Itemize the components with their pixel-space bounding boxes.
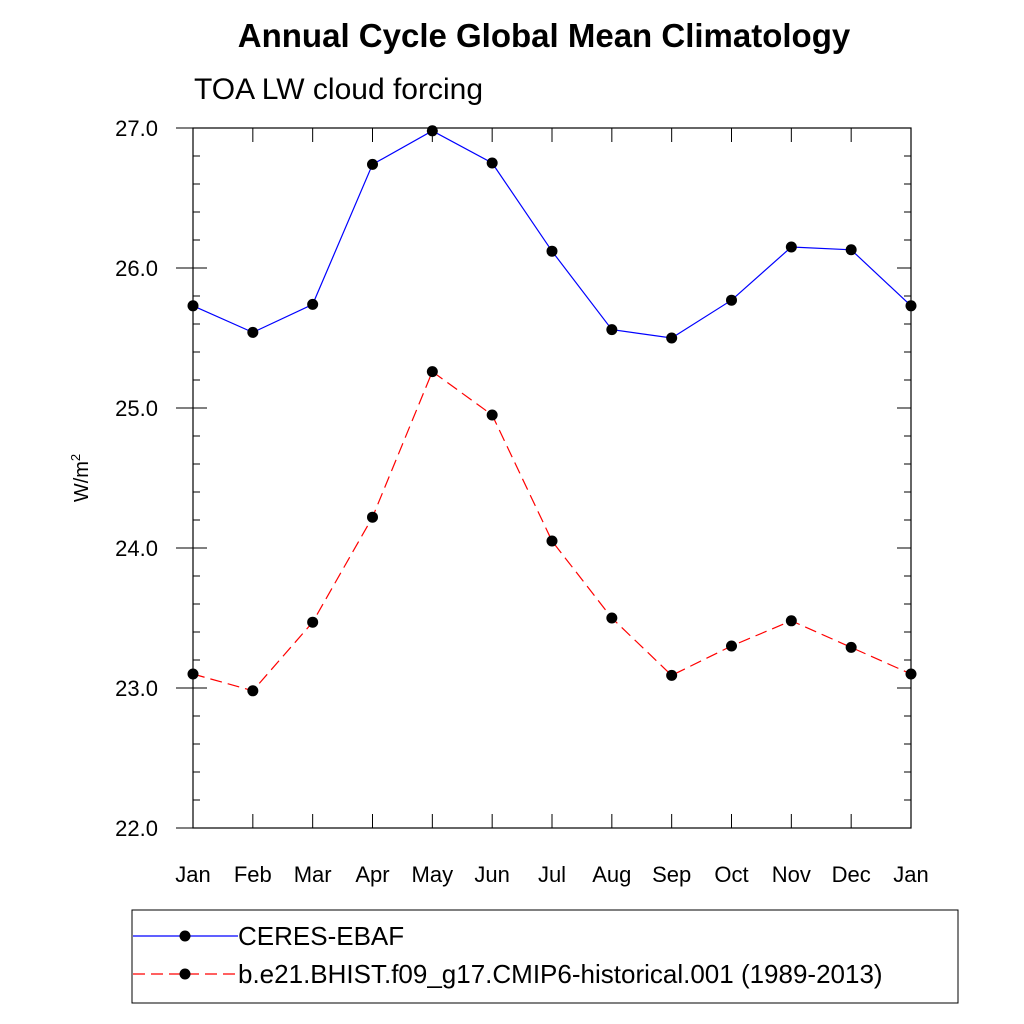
y-tick-label: 22.0 [115, 816, 158, 841]
legend-box [131, 909, 959, 1004]
series-2-point [845, 641, 857, 653]
series-2-point [606, 612, 618, 624]
series-1-point [546, 245, 558, 257]
series-2-point [426, 366, 438, 378]
series-line-1 [192, 130, 912, 339]
series-1-point [486, 157, 498, 169]
x-tick-label: Sep [652, 862, 691, 887]
x-tick-label: Jun [474, 862, 509, 887]
legend-label-2: b.e21.BHIST.f09_g17.CMIP6-historical.001… [238, 959, 883, 989]
series-1-point [666, 332, 678, 344]
x-tick-label: May [412, 862, 454, 887]
y-tick-label: 25.0 [115, 396, 158, 421]
y-tick-label: 27.0 [115, 116, 158, 141]
series-1-point [367, 158, 378, 170]
series-1-point [845, 244, 857, 256]
legend: CERES-EBAF b.e21.BHIST.f09_g17.CMIP6-hist… [131, 909, 959, 1004]
x-tick-label: Jan [175, 862, 210, 887]
svg-text:W/m2: W/m2 [68, 454, 93, 502]
series-1-point [606, 324, 618, 336]
series-layer [187, 125, 917, 697]
x-tick-label: Jan [893, 862, 928, 887]
series-2-point [785, 615, 797, 627]
series-1-point [187, 300, 199, 312]
x-tick-label: Oct [714, 862, 748, 887]
series-1-point [905, 300, 917, 312]
y-tick-label: 26.0 [115, 256, 158, 281]
series-1-point [785, 241, 797, 253]
x-tick-label: Aug [592, 862, 631, 887]
y-axis-label: W/m2 [68, 454, 93, 502]
series-line-2 [192, 370, 912, 692]
chart-title: Annual Cycle Global Mean Climatology [238, 17, 851, 54]
y-tick-label: 24.0 [115, 536, 158, 561]
x-tick-label: Apr [355, 862, 389, 887]
series-1-point [426, 125, 438, 137]
y-axis-label-text: W/m [71, 461, 93, 502]
series-1-point [247, 326, 259, 338]
legend-label-1: CERES-EBAF [238, 921, 404, 951]
series-2-point [187, 668, 199, 680]
x-tick-label: Dec [832, 862, 871, 887]
y-tick-label: 23.0 [115, 676, 158, 701]
series-2-point [546, 535, 558, 547]
series-2-point [726, 640, 737, 652]
chart-subtitle: TOA LW cloud forcing [194, 73, 483, 106]
x-tick-label: Nov [772, 862, 811, 887]
x-tick-label: Jul [538, 862, 566, 887]
plot-frame [192, 127, 912, 829]
series-2-point [247, 685, 259, 697]
x-tick-label: Feb [234, 862, 272, 887]
legend-marker-2 [179, 968, 191, 980]
axis-ticks: Jan Feb Mar Apr May Jun Jul Aug Sep Oct Nov Dec Jan 2… [115, 116, 929, 887]
series-2-point [905, 668, 917, 680]
x-tick-label: Mar [294, 862, 332, 887]
series-2-point [367, 511, 378, 523]
series-2-point [307, 616, 319, 628]
legend-marker-1 [179, 930, 191, 942]
series-1-point [726, 294, 737, 306]
series-2-point [666, 669, 678, 681]
series-2-point [486, 409, 498, 421]
legend-entries: CERES-EBAF b.e21.BHIST.f09_g17.CMIP6-hist… [133, 921, 883, 989]
y-axis-label-superscript: 2 [68, 454, 83, 461]
series-1-point [307, 298, 319, 310]
